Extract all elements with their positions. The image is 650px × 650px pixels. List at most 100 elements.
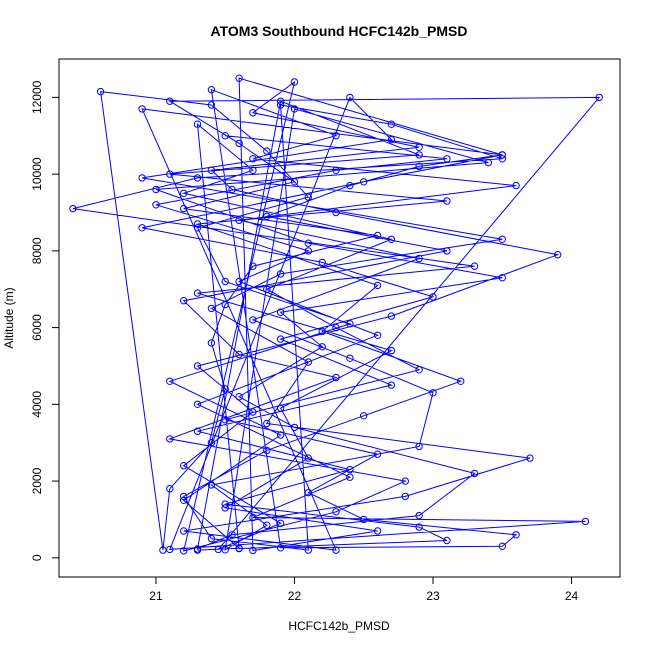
data-point [193, 224, 202, 232]
data-point [346, 354, 354, 362]
data-point [332, 132, 340, 140]
data-point [443, 247, 451, 255]
data-point [263, 147, 271, 155]
data-point [332, 373, 340, 382]
data-point [443, 155, 451, 163]
data-point [207, 534, 216, 543]
data-point [180, 547, 188, 555]
data-point [235, 74, 243, 82]
data-point [159, 546, 167, 554]
data-point [138, 174, 146, 182]
data-point [138, 224, 146, 232]
chart-title: ATOM3 Southbound HCFC142b_PMSD [211, 23, 468, 39]
data-point [180, 496, 188, 504]
data-point [332, 546, 340, 554]
data-point [387, 235, 396, 244]
data-point [415, 442, 423, 451]
data-point [415, 511, 423, 520]
data-point [166, 377, 174, 385]
data-point [304, 247, 312, 255]
data-point [318, 343, 326, 351]
data-point [249, 408, 257, 416]
data-point [180, 492, 188, 501]
data-point [290, 423, 299, 432]
data-point [166, 170, 174, 178]
data-point [290, 178, 299, 186]
data-point [387, 346, 396, 355]
data-point [304, 193, 312, 201]
data-point [290, 78, 299, 86]
data-point [249, 546, 257, 555]
data-point [346, 473, 354, 481]
data-point [415, 523, 423, 531]
data-point [415, 151, 423, 159]
data-point [235, 393, 243, 401]
data-point [554, 251, 562, 259]
data-point [373, 231, 382, 240]
data-point [332, 508, 340, 516]
x-axis: 21 22 23 24 [149, 576, 579, 603]
data-point [415, 366, 423, 374]
data-point [346, 465, 354, 474]
data-point [138, 105, 146, 113]
y-axis-label: Altitude (m) [2, 287, 16, 348]
data-point [193, 362, 202, 370]
data-point [415, 254, 423, 263]
data-point [443, 536, 451, 545]
data-point [249, 513, 257, 522]
data-point [166, 485, 174, 493]
data-point [207, 339, 216, 347]
data-point [207, 439, 216, 447]
data-point [332, 166, 340, 175]
data-point [180, 527, 188, 535]
y-tick-label: 4000 [30, 391, 44, 418]
series-line [72, 77, 601, 552]
data-point [470, 262, 479, 270]
data-point [304, 488, 312, 497]
data-point [276, 544, 285, 552]
data-point [387, 381, 396, 389]
data-point [498, 151, 506, 159]
data-point [235, 350, 243, 359]
data-point [484, 158, 493, 167]
data-point [263, 212, 271, 221]
data-point [276, 97, 285, 105]
data-point [221, 546, 229, 554]
data-point [346, 93, 354, 102]
data-point [193, 220, 202, 228]
data-point [166, 545, 174, 554]
data-point [235, 139, 243, 148]
data-point [221, 385, 229, 393]
data-point [249, 155, 257, 163]
data-point [221, 300, 229, 309]
y-tick-label: 2000 [30, 467, 44, 494]
data-point [373, 450, 382, 458]
data-point [360, 515, 368, 524]
y-tick-label: 0 [30, 554, 44, 561]
data-point [318, 258, 326, 267]
x-axis-label: HCFC142b_PMSD [288, 619, 390, 633]
data-point [207, 304, 216, 313]
data-point [526, 454, 534, 462]
data-point [193, 289, 202, 297]
data-point [180, 189, 188, 198]
x-tick-label: 22 [288, 589, 302, 603]
data-point [304, 546, 312, 554]
data-point [498, 274, 506, 282]
data-point [166, 435, 174, 443]
data-point [152, 185, 160, 194]
data-point [332, 323, 340, 332]
data-point [96, 87, 105, 96]
data-point [512, 531, 520, 539]
data-point [415, 162, 423, 171]
x-tick-label: 21 [149, 589, 163, 603]
data-point [304, 239, 312, 247]
data-point [221, 132, 229, 140]
data-point [387, 312, 396, 320]
data-point [360, 412, 368, 420]
data-point [498, 155, 506, 163]
data-point [401, 492, 409, 501]
data-point [457, 377, 465, 385]
x-tick-label: 23 [426, 589, 440, 603]
